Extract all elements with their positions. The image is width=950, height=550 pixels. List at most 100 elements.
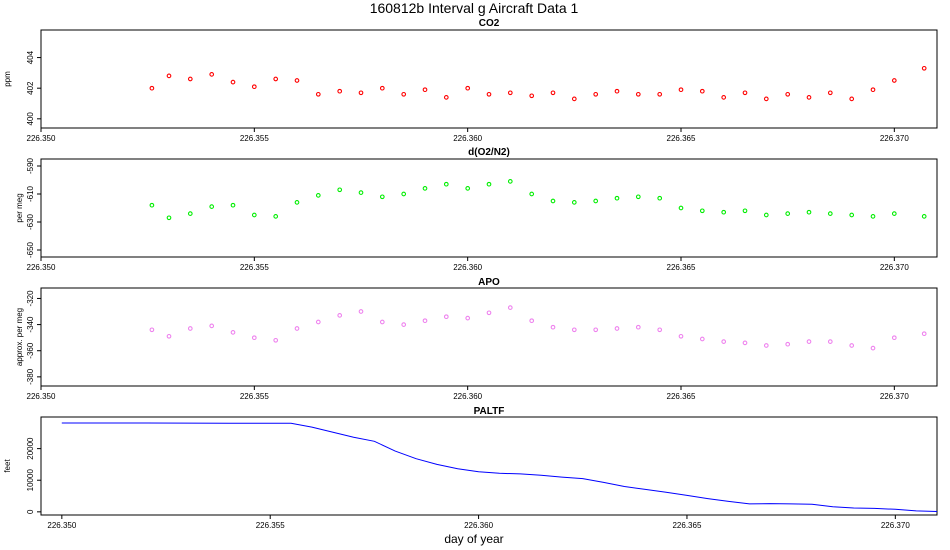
o2n2-data-point [507,179,513,184]
o2n2-data-point [742,208,748,214]
o2n2-data-point [657,195,663,201]
co2-panel-title: CO2 [479,18,500,29]
o2n2-data-point [149,202,155,208]
apo-x-tick-label: 226.355 [240,392,269,401]
o2n2-x-tick-label: 226.360 [453,263,482,272]
co2-x-tick-label: 226.355 [240,134,269,143]
o2n2-data-point [635,194,641,200]
co2-data-point [550,90,556,96]
o2n2-data-point [443,181,449,187]
o2n2-y-tick-label: -650 [26,241,35,258]
apo-data-point [678,333,684,339]
co2-data-point [507,90,513,96]
apo-x-tick-label: 226.360 [453,392,482,401]
paltf-y-axis-label: feet [3,459,12,473]
o2n2-data-point [486,181,492,187]
paltf-panel: PALTF feet 226.350 226.355 226.360 226.365 2… [3,406,938,530]
apo-data-point [571,327,577,333]
co2-y-axis-label: ppm [3,71,12,87]
o2n2-data-point [401,191,407,197]
apo-data-point [550,324,556,330]
co2-data-point [529,93,535,99]
o2n2-data-point [315,193,321,198]
co2-data-point [149,85,155,91]
o2n2-data-point [273,214,279,219]
o2n2-data-point [827,211,833,216]
apo-y-tick-label: -380 [26,368,35,385]
figure-title: 160812b Interval g Aircraft Data 1 [370,0,579,16]
co2-data-point [251,84,257,90]
apo-y-tick-label: -360 [26,342,35,359]
paltf-line [61,422,938,512]
o2n2-data-point [614,195,620,201]
co2-data-point [742,90,748,96]
co2-data-point [827,90,833,96]
apo-data-point [337,313,343,318]
apo-data-point [251,335,257,341]
co2-data-point [315,91,321,97]
apo-data-point [166,333,172,339]
o2n2-data-point [294,200,300,205]
o2n2-data-point [465,186,471,191]
apo-panel: APO approx. per meg 226.350 226.355 226.36… [15,277,938,401]
apo-data-point [849,343,855,348]
apo-data-point [486,310,492,316]
co2-data-point [571,96,577,102]
o2n2-data-point [230,202,236,208]
o2n2-x-tick-label: 226.370 [880,263,909,272]
apo-x-tick-label: 226.370 [880,392,909,401]
o2n2-data-point [166,215,172,221]
apo-plot-frame [40,287,938,387]
apo-data-point [230,330,236,335]
co2-plot-frame [40,29,938,129]
apo-points [149,305,927,351]
o2n2-data-point [529,191,535,197]
apo-data-point [422,318,428,324]
o2n2-data-point [571,200,577,205]
co2-data-point [273,76,279,82]
o2n2-data-point [379,194,385,200]
co2-data-point [699,88,705,94]
paltf-ticks: 226.350 226.355 226.360 226.365 226.370 0 1000… [26,437,910,530]
co2-data-point [166,73,172,79]
apo-data-point [699,336,705,342]
co2-y-tick-label: 400 [26,112,35,126]
o2n2-data-point [721,209,727,215]
o2n2-data-point [763,212,769,218]
o2n2-data-point [550,198,556,204]
co2-y-tick-label: 404 [26,50,35,64]
o2n2-y-tick-label: -590 [26,157,35,174]
apo-data-point [593,327,599,333]
co2-data-point [870,87,876,93]
co2-panel: CO2 ppm 226.350 226.355 226.360 226.365 226.… [3,18,938,143]
co2-data-point [657,91,663,97]
o2n2-data-point [849,212,855,218]
co2-data-point [379,85,385,91]
paltf-y-tick-label: 0 [26,509,35,514]
co2-data-point [763,96,769,102]
co2-data-point [614,88,620,94]
co2-data-point [721,95,727,100]
co2-data-point [294,78,300,83]
o2n2-data-point [187,211,193,216]
paltf-x-tick-label: 226.355 [256,521,285,530]
co2-data-point [891,78,897,83]
o2n2-y-tick-label: -610 [26,185,35,202]
x-axis-label: day of year [444,532,503,546]
apo-panel-title: APO [478,277,500,288]
co2-x-tick-label: 226.360 [453,134,482,143]
paltf-panel-title: PALTF [474,406,505,417]
apo-data-point [827,339,833,344]
o2n2-data-point [678,205,684,211]
apo-y-tick-label: -320 [26,290,35,307]
co2-data-point [635,91,641,97]
co2-data-point [209,72,215,77]
o2n2-data-point [422,186,428,191]
apo-data-point [507,305,513,310]
apo-data-point [465,315,471,321]
paltf-x-tick-label: 226.360 [464,521,493,530]
o2n2-x-tick-label: 226.355 [240,263,269,272]
o2n2-data-point [891,211,897,216]
apo-data-point [742,340,748,346]
